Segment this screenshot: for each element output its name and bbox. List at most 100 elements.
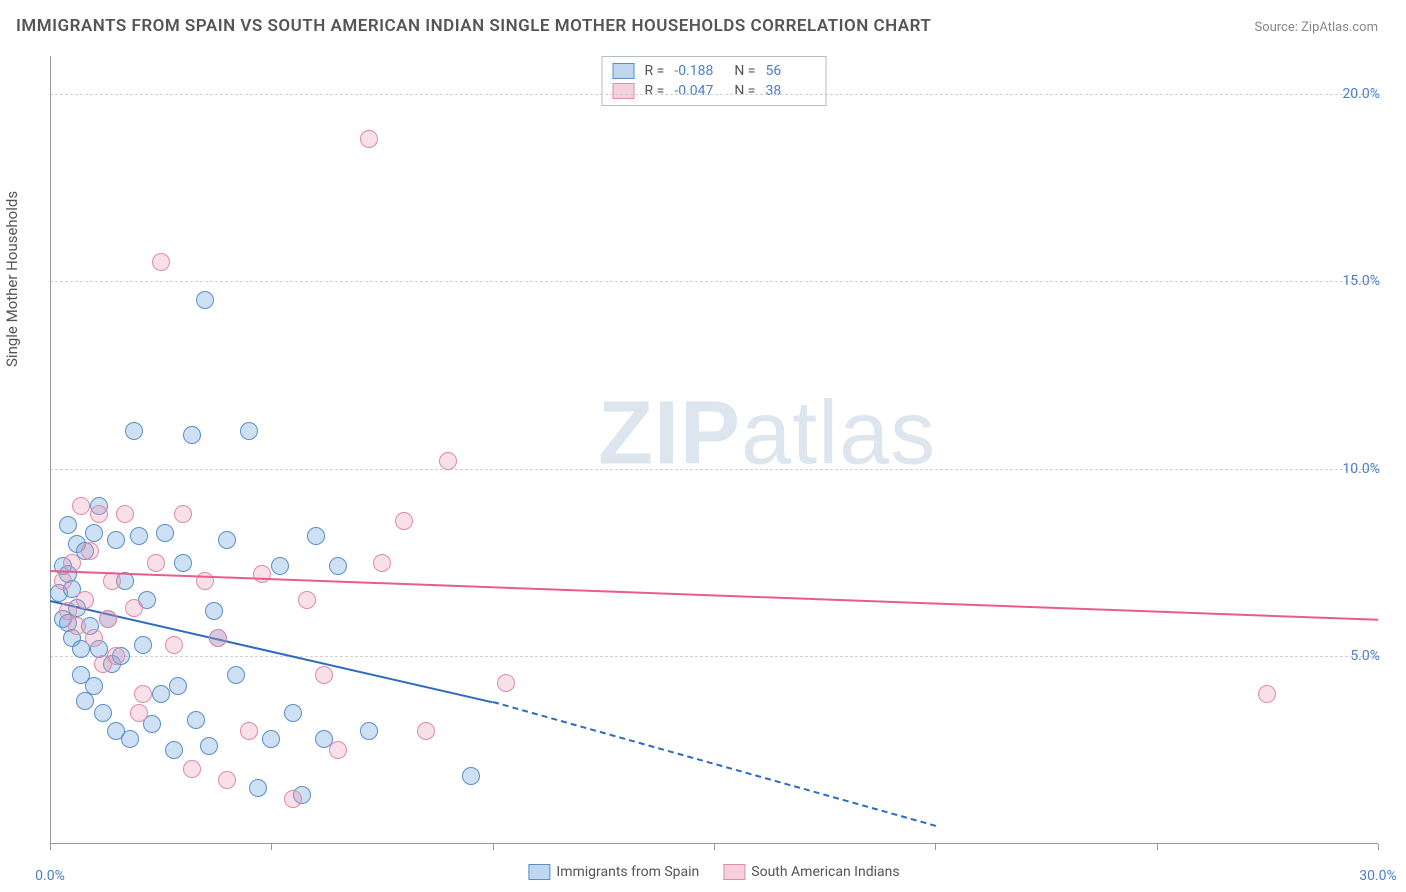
data-point bbox=[462, 767, 480, 785]
data-point bbox=[497, 674, 515, 692]
data-point bbox=[81, 542, 99, 560]
source-attribution: Source: ZipAtlas.com bbox=[1254, 20, 1378, 35]
grid-line bbox=[50, 656, 1378, 657]
data-point bbox=[271, 557, 289, 575]
data-point bbox=[130, 527, 148, 545]
correlation-legend: R = -0.188 N = 56 R = -0.047 N = 38 bbox=[602, 56, 827, 106]
x-tick bbox=[935, 844, 936, 850]
data-point bbox=[152, 253, 170, 271]
n-label: N = bbox=[734, 63, 755, 79]
n-value-pink: 38 bbox=[765, 83, 815, 99]
data-point bbox=[147, 554, 165, 572]
x-axis bbox=[50, 843, 1378, 844]
data-point bbox=[174, 554, 192, 572]
x-tick bbox=[50, 844, 51, 850]
data-point bbox=[63, 554, 81, 572]
data-point bbox=[249, 779, 267, 797]
legend-item-blue: Immigrants from Spain bbox=[528, 864, 699, 880]
chart-title: IMMIGRANTS FROM SPAIN VS SOUTH AMERICAN … bbox=[16, 16, 931, 36]
y-tick-label: 5.0% bbox=[1350, 648, 1380, 664]
data-point bbox=[315, 666, 333, 684]
trend-line-extrapolated bbox=[492, 701, 935, 827]
data-point bbox=[360, 722, 378, 740]
data-point bbox=[125, 422, 143, 440]
swatch-blue bbox=[613, 63, 635, 79]
r-label: R = bbox=[645, 63, 665, 79]
data-point bbox=[174, 505, 192, 523]
data-point bbox=[240, 422, 258, 440]
data-point bbox=[439, 452, 457, 470]
legend-label: Immigrants from Spain bbox=[556, 864, 699, 880]
x-tick bbox=[271, 844, 272, 850]
data-point bbox=[169, 677, 187, 695]
data-point bbox=[205, 602, 223, 620]
data-point bbox=[99, 610, 117, 628]
legend-row-pink: R = -0.047 N = 38 bbox=[613, 81, 816, 101]
data-point bbox=[156, 524, 174, 542]
trend-line bbox=[50, 570, 1378, 621]
data-point bbox=[284, 790, 302, 808]
data-point bbox=[187, 711, 205, 729]
data-point bbox=[329, 557, 347, 575]
series-legend: Immigrants from Spain South American Ind… bbox=[528, 864, 899, 880]
n-label: N = bbox=[734, 83, 755, 99]
data-point bbox=[54, 572, 72, 590]
x-tick bbox=[493, 844, 494, 850]
y-axis bbox=[50, 56, 51, 844]
legend-item-pink: South American Indians bbox=[723, 864, 899, 880]
data-point bbox=[134, 685, 152, 703]
grid-line bbox=[50, 281, 1378, 282]
grid-line bbox=[50, 469, 1378, 470]
data-point bbox=[134, 636, 152, 654]
data-point bbox=[200, 737, 218, 755]
swatch-pink bbox=[723, 864, 745, 880]
data-point bbox=[125, 599, 143, 617]
r-value-blue: -0.188 bbox=[674, 63, 724, 79]
data-point bbox=[284, 704, 302, 722]
y-tick-label: 10.0% bbox=[1342, 461, 1380, 477]
data-point bbox=[395, 512, 413, 530]
data-point bbox=[417, 722, 435, 740]
data-point bbox=[59, 516, 77, 534]
data-point bbox=[72, 497, 90, 515]
data-point bbox=[253, 565, 271, 583]
data-point bbox=[165, 741, 183, 759]
x-tick-label: 30.0% bbox=[1359, 868, 1397, 884]
x-tick bbox=[1378, 844, 1379, 850]
data-point bbox=[262, 730, 280, 748]
data-point bbox=[68, 617, 86, 635]
data-point bbox=[85, 677, 103, 695]
r-label: R = bbox=[645, 83, 665, 99]
swatch-blue bbox=[528, 864, 550, 880]
chart-area: ZIPatlas R = -0.188 N = 56 R = -0.047 N … bbox=[50, 56, 1378, 844]
data-point bbox=[130, 704, 148, 722]
data-point bbox=[103, 572, 121, 590]
data-point bbox=[94, 704, 112, 722]
data-point bbox=[298, 591, 316, 609]
n-value-blue: 56 bbox=[765, 63, 815, 79]
data-point bbox=[227, 666, 245, 684]
legend-row-blue: R = -0.188 N = 56 bbox=[613, 61, 816, 81]
x-tick bbox=[1157, 844, 1158, 850]
data-point bbox=[85, 524, 103, 542]
data-point bbox=[218, 771, 236, 789]
data-point bbox=[329, 741, 347, 759]
data-point bbox=[165, 636, 183, 654]
data-point bbox=[1258, 685, 1276, 703]
data-point bbox=[121, 730, 139, 748]
data-point bbox=[76, 591, 94, 609]
data-point bbox=[85, 629, 103, 647]
watermark: ZIPatlas bbox=[598, 383, 936, 486]
swatch-pink bbox=[613, 83, 635, 99]
y-tick-label: 20.0% bbox=[1342, 86, 1380, 102]
data-point bbox=[183, 760, 201, 778]
data-point bbox=[152, 685, 170, 703]
data-point bbox=[209, 629, 227, 647]
data-point bbox=[307, 527, 325, 545]
data-point bbox=[107, 531, 125, 549]
data-point bbox=[116, 505, 134, 523]
r-value-pink: -0.047 bbox=[674, 83, 724, 99]
data-point bbox=[218, 531, 236, 549]
data-point bbox=[183, 426, 201, 444]
data-point bbox=[240, 722, 258, 740]
